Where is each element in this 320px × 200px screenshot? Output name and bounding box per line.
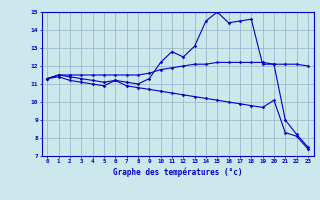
X-axis label: Graphe des températures (°c): Graphe des températures (°c) bbox=[113, 167, 242, 177]
